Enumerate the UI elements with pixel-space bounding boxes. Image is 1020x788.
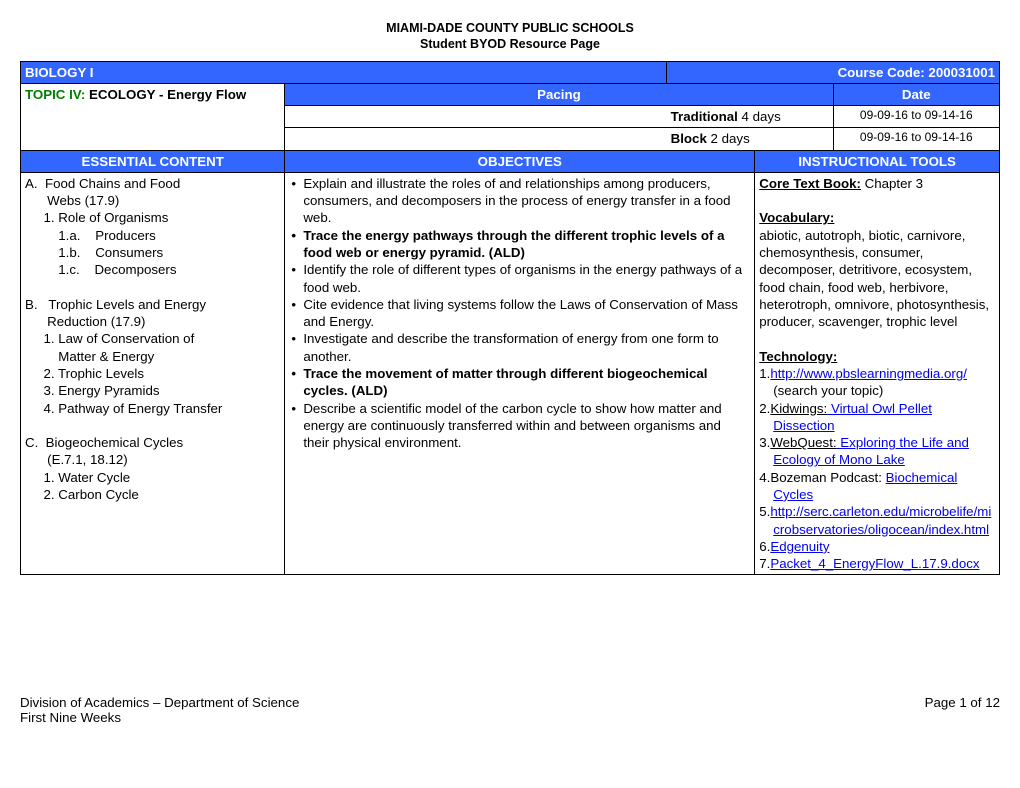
footer-weeks: First Nine Weeks — [20, 710, 299, 725]
tech-1: 1.http://www.pbslearningmedia.org/ (sear… — [759, 365, 995, 400]
course-left: BIOLOGY I — [21, 61, 667, 83]
vocab-label: Vocabulary: — [759, 209, 995, 226]
trad-date: 09-09-16 to 09-14-16 — [833, 106, 999, 128]
tech-link-7[interactable]: Packet_4_EnergyFlow_L.17.9.docx — [770, 556, 979, 571]
objective-item: Cite evidence that living systems follow… — [303, 296, 750, 331]
objective-item: Explain and illustrate the roles of and … — [303, 175, 750, 227]
ec-b3: 3. Energy Pyramids — [25, 382, 280, 399]
tech-label: Technology: — [759, 348, 995, 365]
main-table: BIOLOGY I Course Code: 200031001 TOPIC I… — [20, 61, 1000, 576]
core-text-book: Core Text Book: Chapter 3 — [759, 175, 995, 192]
col-head-tools: INSTRUCTIONAL TOOLS — [755, 150, 1000, 172]
ec-b1b: Matter & Energy — [25, 348, 280, 365]
tech-3: 3.WebQuest: Exploring the Life and Ecolo… — [759, 434, 995, 469]
ec-c1: 1. Water Cycle — [25, 469, 280, 486]
column-headers: ESSENTIAL CONTENT OBJECTIVES INSTRUCTION… — [21, 150, 1000, 172]
objectives-list: Explain and illustrate the roles of and … — [289, 175, 750, 452]
page-footer: Division of Academics – Department of Sc… — [20, 695, 1000, 725]
tech-link-6[interactable]: Edgenuity — [770, 539, 829, 554]
header-line1: MIAMI-DADE COUNTY PUBLIC SCHOOLS — [20, 20, 1000, 36]
topic-label: TOPIC IV: — [25, 87, 85, 102]
tech-7: 7.Packet_4_EnergyFlow_L.17.9.docx — [759, 555, 995, 572]
topic-row: TOPIC IV: ECOLOGY - Energy Flow Pacing D… — [21, 83, 1000, 105]
tech-link-1[interactable]: http://www.pbslearningmedia.org/ — [770, 366, 967, 381]
ec-a1b: 1.b. Consumers — [25, 244, 280, 261]
essential-content-cell: A. Food Chains and Food Webs (17.9) 1. R… — [21, 172, 285, 574]
ec-b4: 4. Pathway of Energy Transfer — [25, 400, 280, 417]
ec-c2: (E.7.1, 18.12) — [25, 451, 280, 468]
objectives-cell: Explain and illustrate the roles of and … — [285, 172, 755, 574]
ec-a2: Webs (17.9) — [25, 192, 280, 209]
block-days: 2 days — [707, 131, 750, 146]
trad-days: 4 days — [738, 109, 781, 124]
block-label: Block — [671, 131, 707, 146]
objective-item: Identify the role of different types of … — [303, 261, 750, 296]
tech-6: 6.Edgenuity — [759, 538, 995, 555]
objective-item: Investigate and describe the transformat… — [303, 330, 750, 365]
objective-item: Describe a scientific model of the carbo… — [303, 400, 750, 452]
tech-5: 5.http://serc.carleton.edu/microbelife/m… — [759, 503, 995, 538]
date-head: Date — [833, 83, 999, 105]
block-cell: Block 2 days — [667, 128, 833, 150]
ec-c: C. Biogeochemical Cycles — [25, 434, 280, 451]
course-row: BIOLOGY I Course Code: 200031001 — [21, 61, 1000, 83]
vocab-text: abiotic, autotroph, biotic, carnivore, c… — [759, 227, 995, 331]
header-line2: Student BYOD Resource Page — [20, 36, 1000, 52]
objective-item: Trace the energy pathways through the di… — [303, 227, 750, 262]
topic-cell: TOPIC IV: ECOLOGY - Energy Flow — [21, 83, 285, 150]
ec-a1a: 1.a. Producers — [25, 227, 280, 244]
col-head-objectives: OBJECTIVES — [285, 150, 755, 172]
ec-a1: 1. Role of Organisms — [25, 209, 280, 226]
page-header: MIAMI-DADE COUNTY PUBLIC SCHOOLS Student… — [20, 20, 1000, 53]
block-date: 09-09-16 to 09-14-16 — [833, 128, 999, 150]
col-head-essential: ESSENTIAL CONTENT — [21, 150, 285, 172]
pacing-head: Pacing — [285, 83, 833, 105]
ec-b2i: 2. Trophic Levels — [25, 365, 280, 382]
objective-item: Trace the movement of matter through dif… — [303, 365, 750, 400]
tech-link-5[interactable]: http://serc.carleton.edu/microbelife/mic… — [770, 504, 991, 536]
content-row: A. Food Chains and Food Webs (17.9) 1. R… — [21, 172, 1000, 574]
footer-division: Division of Academics – Department of Sc… — [20, 695, 299, 710]
ec-b: B. Trophic Levels and Energy — [25, 296, 280, 313]
trad-label: Traditional — [671, 109, 738, 124]
ec-a: A. Food Chains and Food — [25, 175, 280, 192]
ec-c2i: 2. Carbon Cycle — [25, 486, 280, 503]
ec-b1: 1. Law of Conservation of — [25, 330, 280, 347]
tech-2: 2.Kidwings: Virtual Owl Pellet Dissectio… — [759, 400, 995, 435]
tech-4: 4.Bozeman Podcast: Biochemical Cycles — [759, 469, 995, 504]
ec-a1c: 1.c. Decomposers — [25, 261, 280, 278]
tools-cell: Core Text Book: Chapter 3 Vocabulary: ab… — [755, 172, 1000, 574]
ec-b2: Reduction (17.9) — [25, 313, 280, 330]
footer-left: Division of Academics – Department of Sc… — [20, 695, 299, 725]
traditional-cell: Traditional 4 days — [667, 106, 833, 128]
footer-page: Page 1 of 12 — [925, 695, 1000, 725]
topic-text: ECOLOGY - Energy Flow — [85, 87, 246, 102]
course-right: Course Code: 200031001 — [667, 61, 1000, 83]
